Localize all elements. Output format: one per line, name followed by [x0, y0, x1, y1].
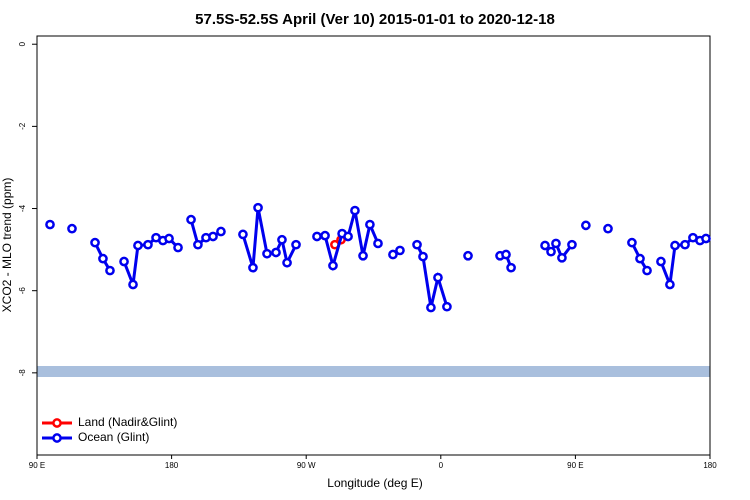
data-point	[262, 248, 272, 259]
y-tick-label: 0	[18, 41, 27, 46]
x-tick-label: 90 W	[297, 461, 316, 470]
data-point	[358, 250, 368, 261]
x-tick-label: 90 E	[567, 461, 583, 470]
data-point	[343, 231, 353, 242]
y-tick-label: -6	[18, 287, 27, 295]
data-point	[173, 242, 183, 253]
data-point	[412, 239, 422, 250]
data-point	[271, 247, 281, 258]
data-point	[506, 262, 516, 273]
data-point	[67, 223, 77, 234]
data-point	[442, 301, 452, 312]
data-point	[143, 239, 153, 250]
data-point	[216, 226, 226, 237]
data-point	[551, 238, 561, 249]
x-tick-label: 180	[703, 461, 717, 470]
data-point	[546, 246, 556, 257]
data-point	[238, 229, 248, 240]
data-point	[501, 249, 511, 260]
y-axis-label: XCO2 - MLO trend (ppm)	[0, 178, 14, 313]
data-point	[627, 237, 637, 248]
data-point	[320, 230, 330, 241]
data-point	[463, 250, 473, 261]
data-point	[701, 233, 711, 244]
legend-label: Ocean (Glint)	[78, 430, 149, 444]
data-point	[433, 272, 443, 283]
legend-marker	[52, 433, 62, 443]
data-point	[426, 302, 436, 313]
data-point	[680, 239, 690, 250]
data-point	[567, 239, 577, 250]
data-point	[164, 233, 174, 244]
data-point	[208, 231, 218, 242]
data-point	[248, 262, 258, 273]
legend-label: Land (Nadir&Glint)	[78, 415, 177, 429]
plot-frame	[36, 35, 711, 456]
data-point	[312, 231, 322, 242]
land-ocean-band	[37, 366, 710, 377]
data-point	[642, 265, 652, 276]
data-point	[418, 251, 428, 262]
data-point	[665, 279, 675, 290]
data-point	[395, 245, 405, 256]
data-point	[193, 239, 203, 250]
data-point	[581, 220, 591, 231]
chart-title: 57.5S-52.5S April (Ver 10) 2015-01-01 to…	[195, 11, 555, 28]
data-point	[670, 240, 680, 251]
data-point	[291, 239, 301, 250]
y-tick-label: -8	[18, 369, 27, 377]
data-point	[45, 219, 55, 230]
data-point	[133, 240, 143, 251]
data-point	[282, 257, 292, 268]
x-tick-label: 90 E	[29, 461, 45, 470]
x-axis-label: Longitude (deg E)	[327, 476, 422, 490]
data-point	[105, 265, 115, 276]
data-point	[635, 253, 645, 264]
data-point	[186, 214, 196, 225]
data-point	[119, 256, 129, 267]
data-point	[277, 234, 287, 245]
data-point	[365, 219, 375, 230]
data-point	[90, 237, 100, 248]
data-point	[98, 253, 108, 264]
data-point	[656, 256, 666, 267]
data-point	[603, 223, 613, 234]
data-point	[328, 260, 338, 271]
x-tick-label: 180	[165, 461, 179, 470]
legend-marker	[52, 418, 62, 428]
data-point	[350, 205, 360, 216]
x-tick-label: 0	[439, 461, 444, 470]
y-tick-label: -2	[18, 122, 27, 130]
data-point	[557, 252, 567, 263]
data-point	[388, 249, 398, 260]
y-tick-label: -4	[18, 204, 27, 212]
data-point	[128, 279, 138, 290]
data-point	[540, 240, 550, 251]
data-point	[373, 238, 383, 249]
data-point	[253, 202, 263, 213]
